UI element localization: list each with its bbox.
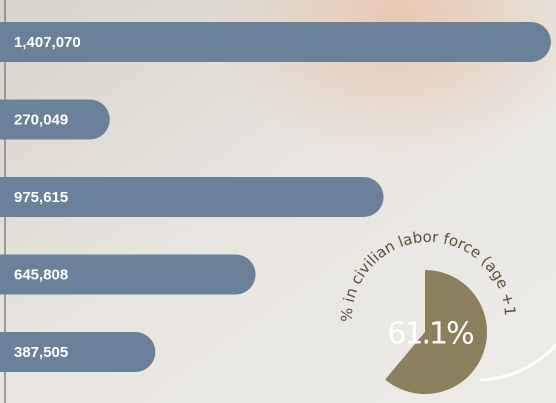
bar-value-label: 1,407,070 bbox=[14, 34, 81, 51]
bar bbox=[0, 22, 551, 62]
bar bbox=[0, 99, 110, 140]
bar bbox=[0, 177, 384, 217]
bar-value-label: 645,808 bbox=[14, 266, 68, 283]
bar-value-label: 387,505 bbox=[14, 344, 68, 361]
pie-value-label: 61.1% bbox=[387, 317, 473, 352]
pie-slice bbox=[385, 270, 487, 394]
bar-value-label: 975,615 bbox=[14, 189, 68, 206]
decor-curve bbox=[479, 343, 556, 382]
bar-value-label: 270,049 bbox=[14, 111, 68, 128]
bar bbox=[0, 254, 256, 295]
bar bbox=[0, 332, 156, 372]
